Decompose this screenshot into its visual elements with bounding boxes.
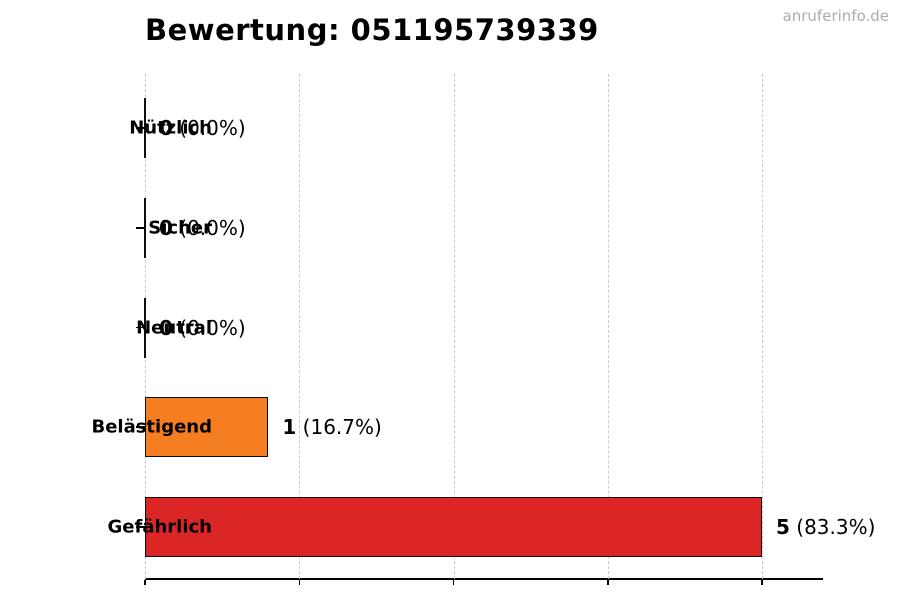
- value-count: 0: [159, 315, 173, 340]
- x-axis-tick: [607, 579, 609, 585]
- value-count: 0: [159, 116, 173, 140]
- value-label: 1 (16.7%): [282, 415, 381, 439]
- bar-belästigend: [145, 397, 269, 457]
- value-percentage: (0.0%): [172, 315, 246, 340]
- zero-bar-neutral: [144, 297, 146, 358]
- gridline: [299, 74, 301, 579]
- value-label: 0 (0.0%): [159, 216, 246, 240]
- value-count: 5: [776, 515, 790, 539]
- y-axis-tick: [136, 426, 145, 428]
- category-label: Gefährlich: [107, 516, 212, 538]
- category-label: Sicher: [148, 217, 212, 239]
- zero-bar-nützlich: [144, 98, 146, 158]
- watermark: anruferinfo.de: [782, 7, 889, 25]
- y-axis-tick: [136, 326, 145, 329]
- x-axis-line: [145, 578, 823, 580]
- category-label: Neutral: [136, 317, 212, 338]
- value-label: 5 (83.3%): [776, 515, 875, 539]
- y-axis-tick: [136, 227, 145, 229]
- value-label: 0 (0.0%): [159, 116, 246, 140]
- y-axis-tick: [136, 526, 145, 528]
- value-percentage: (83.3%): [789, 515, 876, 539]
- value-label: 0 (0.0%): [159, 316, 246, 340]
- zero-bar-sicher: [144, 198, 146, 258]
- gridline: [762, 74, 763, 579]
- value-count: 0: [159, 216, 173, 240]
- x-axis-tick: [298, 579, 300, 585]
- x-axis-tick: [761, 579, 763, 585]
- value-count: 1: [282, 415, 297, 439]
- category-label: Belästigend: [91, 416, 212, 438]
- value-percentage: (0.0%): [172, 116, 246, 140]
- chart-title: Bewertung: 051195739339: [145, 13, 599, 47]
- y-axis-tick: [136, 127, 145, 129]
- category-label: Nützlich: [129, 117, 212, 139]
- x-axis-tick: [452, 579, 455, 585]
- x-axis-tick: [144, 579, 146, 585]
- value-percentage: (16.7%): [296, 415, 382, 439]
- plot-area: 0 (0.0%) 0 (0.0%) 0 (0.0%) 1 (16.7%) 5 (83.3…: [136, 74, 875, 585]
- value-percentage: (0.0%): [172, 216, 246, 240]
- gridline: [607, 74, 609, 579]
- gridline: [453, 74, 455, 579]
- bar-gefährlich: [145, 497, 762, 557]
